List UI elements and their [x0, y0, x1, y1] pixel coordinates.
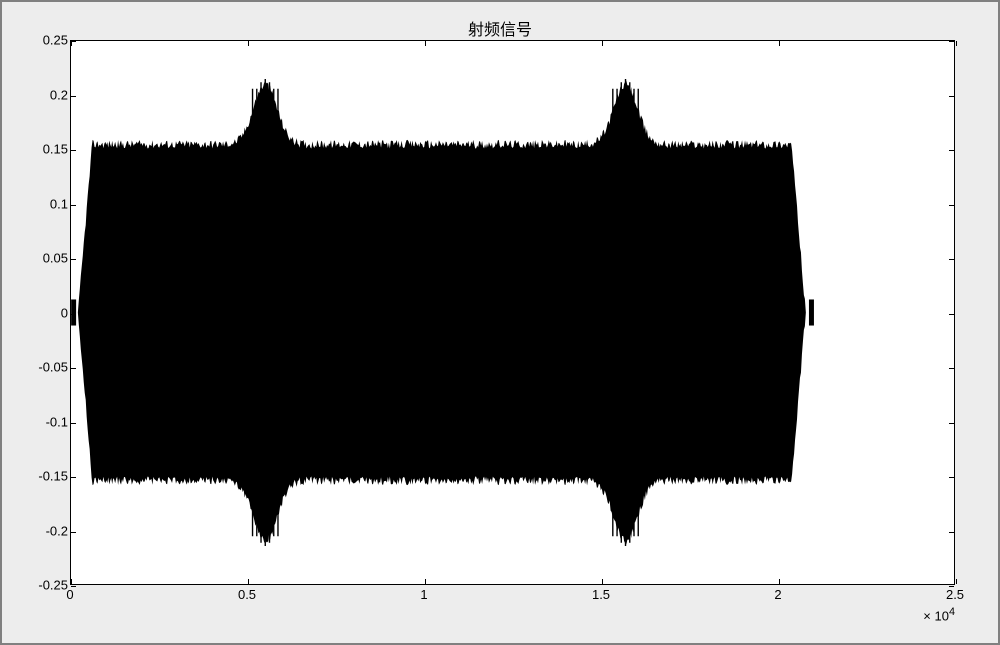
x-tick-mark [248, 579, 249, 584]
x-tick-mark [248, 41, 249, 46]
multiplier-base: × 10 [923, 608, 949, 623]
y-tick-label: 0.25 [18, 33, 68, 48]
y-tick-mark [949, 150, 954, 151]
y-tick-mark [949, 423, 954, 424]
y-tick-mark [71, 150, 76, 151]
x-tick-mark [602, 41, 603, 46]
y-tick-label: 0.2 [18, 87, 68, 102]
signal-envelope-fill [71, 80, 954, 544]
y-tick-mark [949, 41, 954, 42]
y-tick-mark [71, 423, 76, 424]
x-tick-mark [71, 41, 72, 46]
y-tick-mark [71, 532, 76, 533]
rf-signal-plot [71, 41, 954, 584]
y-tick-mark [71, 259, 76, 260]
x-tick-mark [956, 41, 957, 46]
x-tick-mark [602, 579, 603, 584]
x-tick-label: 2 [774, 587, 781, 602]
y-tick-label: -0.05 [18, 360, 68, 375]
x-tick-label: 1.5 [592, 587, 610, 602]
y-tick-mark [949, 205, 954, 206]
y-tick-mark [949, 532, 954, 533]
x-axis-multiplier: × 104 [923, 606, 955, 623]
y-tick-label: -0.25 [18, 578, 68, 593]
x-tick-label: 2.5 [946, 587, 964, 602]
y-tick-mark [71, 314, 76, 315]
y-tick-mark [71, 368, 76, 369]
x-tick-label: 1 [420, 587, 427, 602]
y-tick-label: 0.05 [18, 251, 68, 266]
signal-edge-nub [809, 299, 814, 325]
figure-window: 射频信号 × 104 -0.25 -0.2 -0.15 -0.1 -0.05 0 0.05 0… [0, 0, 1000, 645]
x-tick-mark [425, 579, 426, 584]
y-tick-mark [949, 477, 954, 478]
x-tick-label: 0 [66, 587, 73, 602]
y-tick-label: -0.15 [18, 469, 68, 484]
y-tick-mark [949, 96, 954, 97]
x-tick-mark [779, 41, 780, 46]
multiplier-exponent: 4 [949, 606, 955, 618]
y-tick-mark [71, 477, 76, 478]
y-tick-mark [949, 314, 954, 315]
x-tick-mark [956, 579, 957, 584]
y-tick-label: 0.1 [18, 196, 68, 211]
x-tick-mark [425, 41, 426, 46]
x-tick-mark [779, 579, 780, 584]
y-tick-label: 0.15 [18, 142, 68, 157]
signal-edge-nub [71, 299, 76, 325]
x-tick-mark [71, 579, 72, 584]
plot-container: 射频信号 × 104 -0.25 -0.2 -0.15 -0.1 -0.05 0 0.05 0… [10, 10, 990, 635]
y-tick-label: -0.2 [18, 523, 68, 538]
y-tick-mark [949, 368, 954, 369]
y-tick-mark [71, 205, 76, 206]
chart-axes [70, 40, 955, 585]
y-tick-mark [949, 259, 954, 260]
x-tick-label: 0.5 [238, 587, 256, 602]
y-tick-mark [71, 96, 76, 97]
chart-title: 射频信号 [10, 16, 990, 40]
y-tick-label: -0.1 [18, 414, 68, 429]
y-tick-label: 0 [18, 305, 68, 320]
